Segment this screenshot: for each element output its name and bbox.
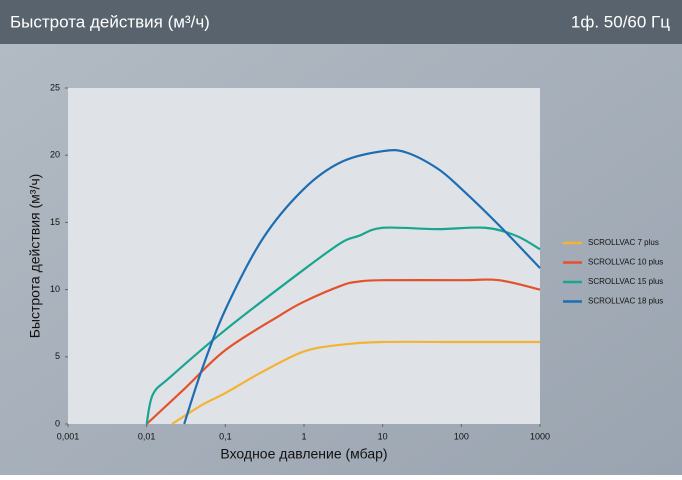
y-tick-label: 5: [55, 351, 60, 361]
y-tick-label: 15: [50, 217, 60, 227]
chart-subtitle: 1ф. 50/60 Гц: [571, 12, 670, 31]
x-axis-label: Входное давление (мбар): [220, 446, 387, 462]
series-line: [145, 226, 541, 425]
legend-label: SCROLLVAC 10 plus: [588, 258, 663, 267]
series-line: [145, 278, 541, 425]
y-tick-label: 0: [55, 418, 60, 428]
plot-area: [68, 88, 540, 424]
header-bar: [0, 0, 682, 44]
y-tick-label: 20: [50, 150, 60, 160]
y-tick-label: 10: [50, 284, 60, 294]
x-tick-label: 10: [378, 431, 388, 441]
chart-title: Быстрота действия (м³/ч): [10, 12, 210, 31]
legend-label: SCROLLVAC 7 plus: [588, 238, 659, 247]
series-line: [183, 149, 541, 425]
x-tick-label: 1000: [530, 431, 550, 441]
y-tick-label: 25: [50, 82, 60, 92]
y-axis-label: Быстрота действия (м³/ч): [27, 174, 43, 339]
x-tick-label: 100: [454, 431, 469, 441]
x-tick-label: 1: [301, 431, 306, 441]
legend-label: SCROLLVAC 15 plus: [588, 277, 663, 286]
legend-label: SCROLLVAC 18 plus: [588, 297, 663, 306]
x-tick-label: 0,1: [219, 431, 232, 441]
x-tick-label: 0,001: [57, 431, 80, 441]
x-tick-label: 0,01: [138, 431, 156, 441]
series-line: [171, 340, 540, 425]
